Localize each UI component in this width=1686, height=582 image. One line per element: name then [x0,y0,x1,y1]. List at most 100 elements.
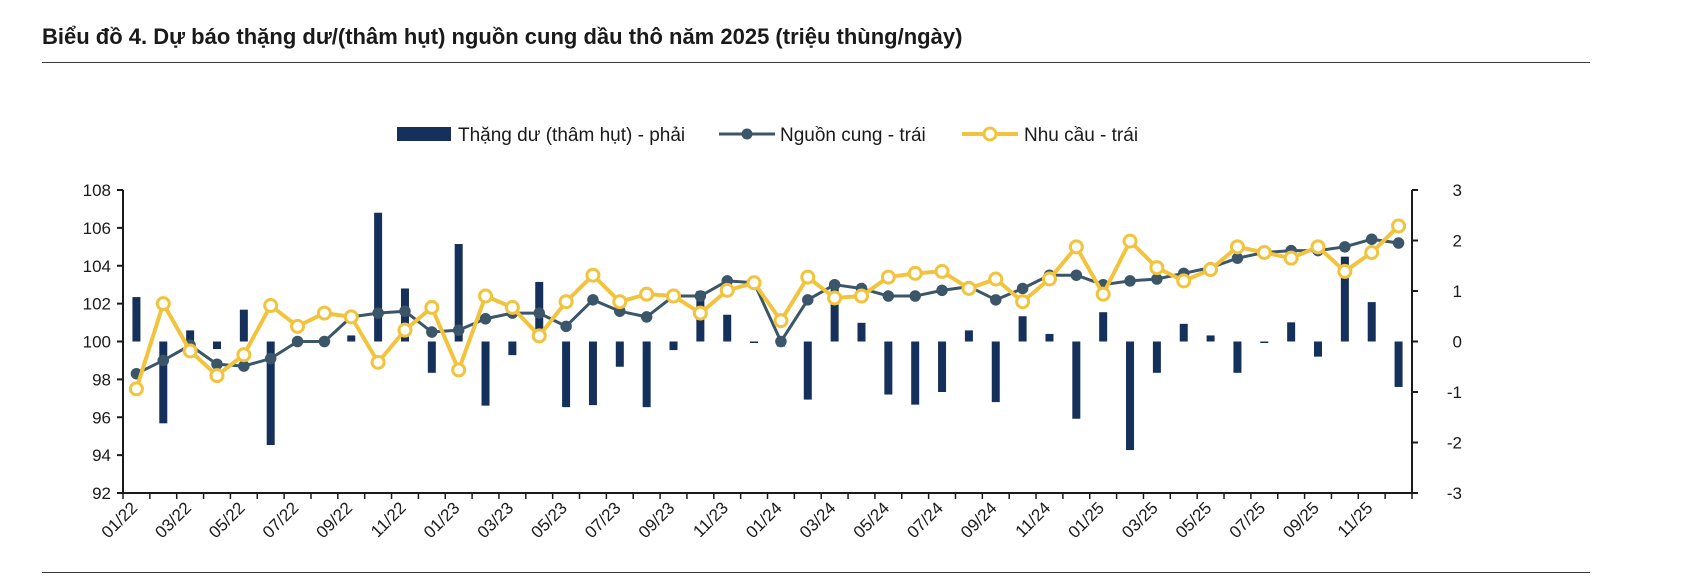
x-tick-label: 07/25 [1226,498,1270,542]
surplus-bar [723,314,732,342]
supply-point [587,294,599,306]
surplus-bar [1314,341,1323,357]
supply-point [828,278,841,291]
legend-demand-marker [982,126,998,142]
left-tick-label: 106 [83,219,111,238]
demand-point [316,305,332,321]
demand-point [1041,271,1057,287]
demand-point [961,280,977,296]
supply-point [211,358,223,370]
right-tick-label: 3 [1453,181,1462,200]
demand-point [290,318,306,334]
right-tick-label: 2 [1453,232,1462,251]
supply-point [1339,241,1351,253]
demand-point [397,322,413,338]
demand-point [424,299,440,315]
demand-point [128,381,144,397]
demand-point [1122,233,1138,249]
demand-point [1203,262,1219,278]
supply-point [1231,252,1244,264]
supply-point [1151,273,1163,285]
surplus-bar [1018,316,1027,342]
demand-point [800,269,816,285]
x-tick-label: 11/24 [1012,498,1055,541]
supply-point [1016,282,1029,295]
demand-point [692,305,708,321]
bar-series [132,212,1403,451]
surplus-bar [803,341,812,400]
surplus-bar [1287,322,1296,342]
supply-point [452,324,465,336]
demand-point [263,298,279,314]
supply-point [882,290,895,302]
surplus-bar [964,330,973,342]
x-tick-label: 03/23 [474,498,518,542]
supply-point [264,352,277,365]
left-tick-label: 96 [92,408,111,427]
surplus-bar [481,341,490,406]
right-tick-label: 0 [1453,333,1462,352]
surplus-bar [212,341,221,350]
x-tick-label: 07/24 [903,498,947,542]
surplus-bar [750,341,759,343]
surplus-bar [1126,341,1135,451]
surplus-bar [1072,341,1081,419]
top-rule [42,62,1590,63]
demand-point [746,275,762,291]
surplus-bar [186,330,195,342]
surplus-bar [132,297,141,342]
supply-point [1365,233,1378,245]
demand-point [531,328,547,344]
line-series [128,218,1407,397]
surplus-bar [1045,333,1054,342]
demand-point [827,290,843,306]
x-tick-label: 11/23 [689,498,732,541]
surplus-bar [1394,341,1403,387]
surplus-bar [1260,341,1269,343]
supply-point [1124,275,1136,287]
surplus-bar [562,341,571,408]
demand-point [1391,218,1407,234]
x-tick-label: 09/22 [313,498,357,542]
demand-point [1256,244,1272,260]
x-tick-label: 05/23 [527,498,571,542]
supply-point [238,360,250,372]
demand-point [182,343,198,359]
demand-point [1310,239,1326,255]
demand-point [719,282,735,298]
x-tick-label: 01/24 [742,498,786,542]
demand-point [209,368,225,384]
x-tick-label: 09/23 [635,498,679,542]
x-tick-label: 01/22 [98,498,142,542]
supply-point [1070,269,1083,281]
demand-point [1364,244,1380,260]
right-tick-label: 1 [1453,282,1462,301]
x-tick-label: 07/22 [259,498,303,542]
right-tick-label: -1 [1447,383,1462,402]
supply-point [936,284,948,297]
demand-point [612,294,628,310]
demand-point [853,288,869,304]
bottom-rule [42,572,1590,573]
surplus-bar [857,322,866,342]
surplus-bar [615,341,624,367]
left-tick-label: 102 [83,295,111,314]
left-tick-label: 94 [92,446,111,465]
demand-point [666,288,682,304]
surplus-bar [1179,323,1188,342]
demand-point [907,265,923,281]
surplus-bar [1099,312,1108,342]
supply-point [560,320,572,333]
surplus-bar [1206,335,1215,342]
demand-point [1068,239,1084,255]
demand-point [155,296,171,312]
surplus-bar [1233,341,1242,373]
x-tick-label: 05/25 [1172,498,1216,542]
surplus-bar [266,341,275,446]
demand-point [585,267,601,283]
surplus-bar [669,341,678,351]
demand-point [1149,260,1165,276]
x-tick-label: 01/25 [1064,498,1108,542]
